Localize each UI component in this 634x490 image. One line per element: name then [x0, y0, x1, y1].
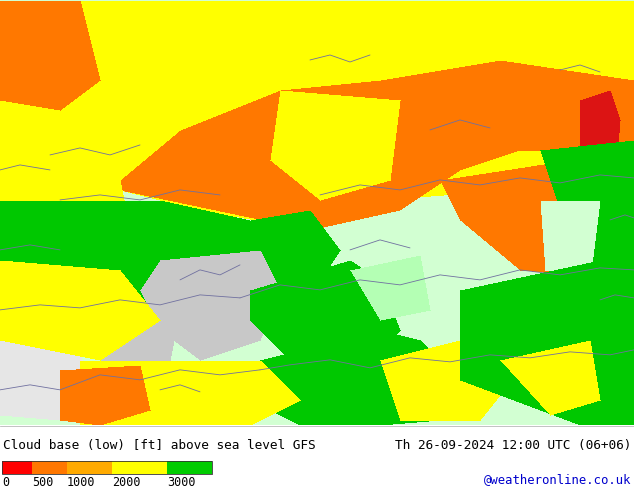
Text: 1000: 1000: [67, 476, 96, 489]
Text: 500: 500: [32, 476, 53, 489]
Bar: [67, 461, 112, 474]
Text: 0: 0: [2, 476, 9, 489]
Bar: [112, 461, 167, 474]
Text: 2000: 2000: [112, 476, 141, 489]
Text: @weatheronline.co.uk: @weatheronline.co.uk: [484, 473, 631, 487]
Bar: [32, 461, 67, 474]
Bar: [2, 461, 212, 474]
Text: Cloud base (low) [ft] above sea level GFS: Cloud base (low) [ft] above sea level GF…: [3, 440, 316, 452]
Text: Th 26-09-2024 12:00 UTC (06+06): Th 26-09-2024 12:00 UTC (06+06): [394, 440, 631, 452]
Text: 3000: 3000: [167, 476, 195, 489]
Bar: [167, 461, 212, 474]
Bar: [2, 461, 32, 474]
